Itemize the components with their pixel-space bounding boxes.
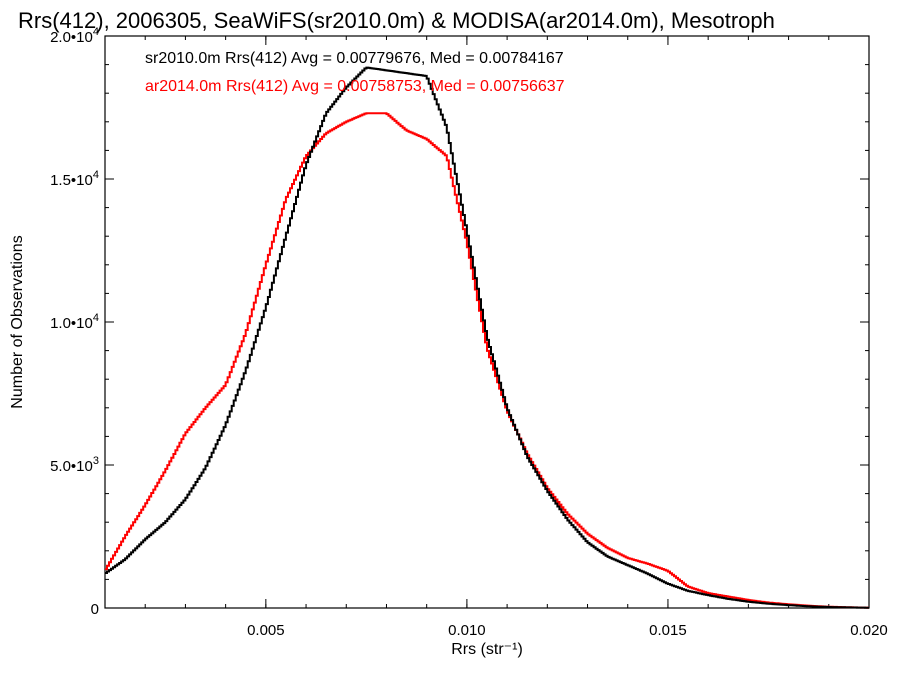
y-tick-label: 5.0•103 (50, 455, 99, 475)
y-axis-ticks: 0 5.0•103 1.0•104 1.5•104 2.0•104 (50, 26, 869, 618)
x-tick-label: 0.015 (649, 622, 687, 639)
series-line-ar2014-0m (105, 112, 869, 609)
y-tick-label: 1.0•104 (50, 312, 99, 332)
stat-annotation-ar2014: ar2014.0m Rrs(412) Avg = 0.00758753, Med… (145, 78, 565, 95)
chart-title: Rrs(412), 2006305, SeaWiFS(sr2010.0m) & … (18, 8, 775, 33)
y-tick-label: 1.5•104 (50, 169, 99, 189)
x-tick-label: 0.005 (247, 622, 285, 639)
x-tick-label: 0.010 (448, 622, 486, 639)
x-axis-label: Rrs (str⁻¹) (451, 641, 523, 658)
plot-frame (104, 35, 870, 609)
y-tick-label: 0 (91, 601, 99, 618)
y-axis-label: Number of Observations (9, 235, 26, 408)
x-tick-label: 0.020 (850, 622, 888, 639)
x-axis-ticks: 0.005 0.010 0.015 0.020 (104, 36, 888, 639)
y-tick-label: 2.0•104 (50, 26, 99, 46)
series-layer (105, 66, 869, 609)
stat-annotation-sr2010: sr2010.0m Rrs(412) Avg = 0.00779676, Med… (145, 50, 564, 67)
series-line-sr2010-0m (105, 66, 869, 609)
